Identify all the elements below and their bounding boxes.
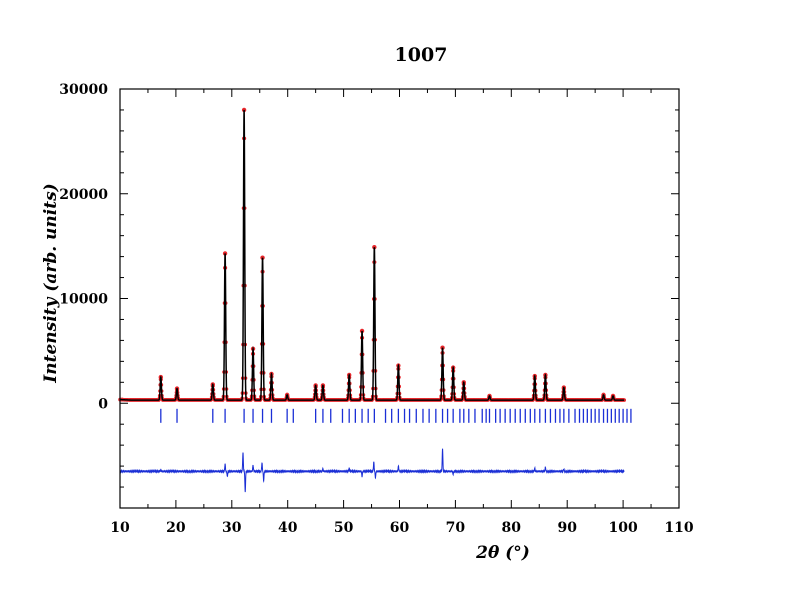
x-tick-label: 110 bbox=[664, 520, 693, 536]
calculated-series bbox=[119, 109, 625, 401]
y-axis: 0 10000 20000 30000 bbox=[59, 82, 679, 488]
x-tick-label: 100 bbox=[608, 520, 637, 536]
observed-series bbox=[118, 108, 627, 402]
y-tick-label: 30000 bbox=[59, 82, 108, 98]
y-tick-label: 0 bbox=[98, 396, 108, 412]
x-tick-label: 40 bbox=[278, 520, 298, 536]
x-tick-label: 20 bbox=[166, 520, 186, 536]
x-tick-label: 80 bbox=[502, 520, 522, 536]
difference-series bbox=[119, 448, 625, 493]
x-axis-title: 2θ (°) bbox=[475, 543, 530, 563]
chart-title: 1007 bbox=[395, 44, 448, 66]
y-tick-label: 20000 bbox=[59, 187, 108, 203]
y-axis-title: Intensity (arb. units) bbox=[41, 183, 61, 383]
difference-curve-group bbox=[119, 448, 625, 493]
calculated-curve-group bbox=[119, 109, 625, 401]
bragg-marks-group bbox=[160, 408, 632, 423]
x-tick-label: 90 bbox=[557, 520, 577, 536]
observed-points-group bbox=[118, 107, 627, 402]
x-tick-label: 30 bbox=[222, 520, 242, 536]
x-tick-label: 60 bbox=[390, 520, 410, 536]
y-tick-label: 10000 bbox=[59, 292, 108, 308]
x-tick-label: 50 bbox=[334, 520, 354, 536]
x-tick-label: 70 bbox=[446, 520, 466, 536]
x-axis: 10 20 30 40 50 60 70 80 90 100 110 bbox=[110, 89, 694, 536]
x-tick-label: 10 bbox=[110, 520, 130, 536]
plot-frame bbox=[119, 88, 680, 509]
